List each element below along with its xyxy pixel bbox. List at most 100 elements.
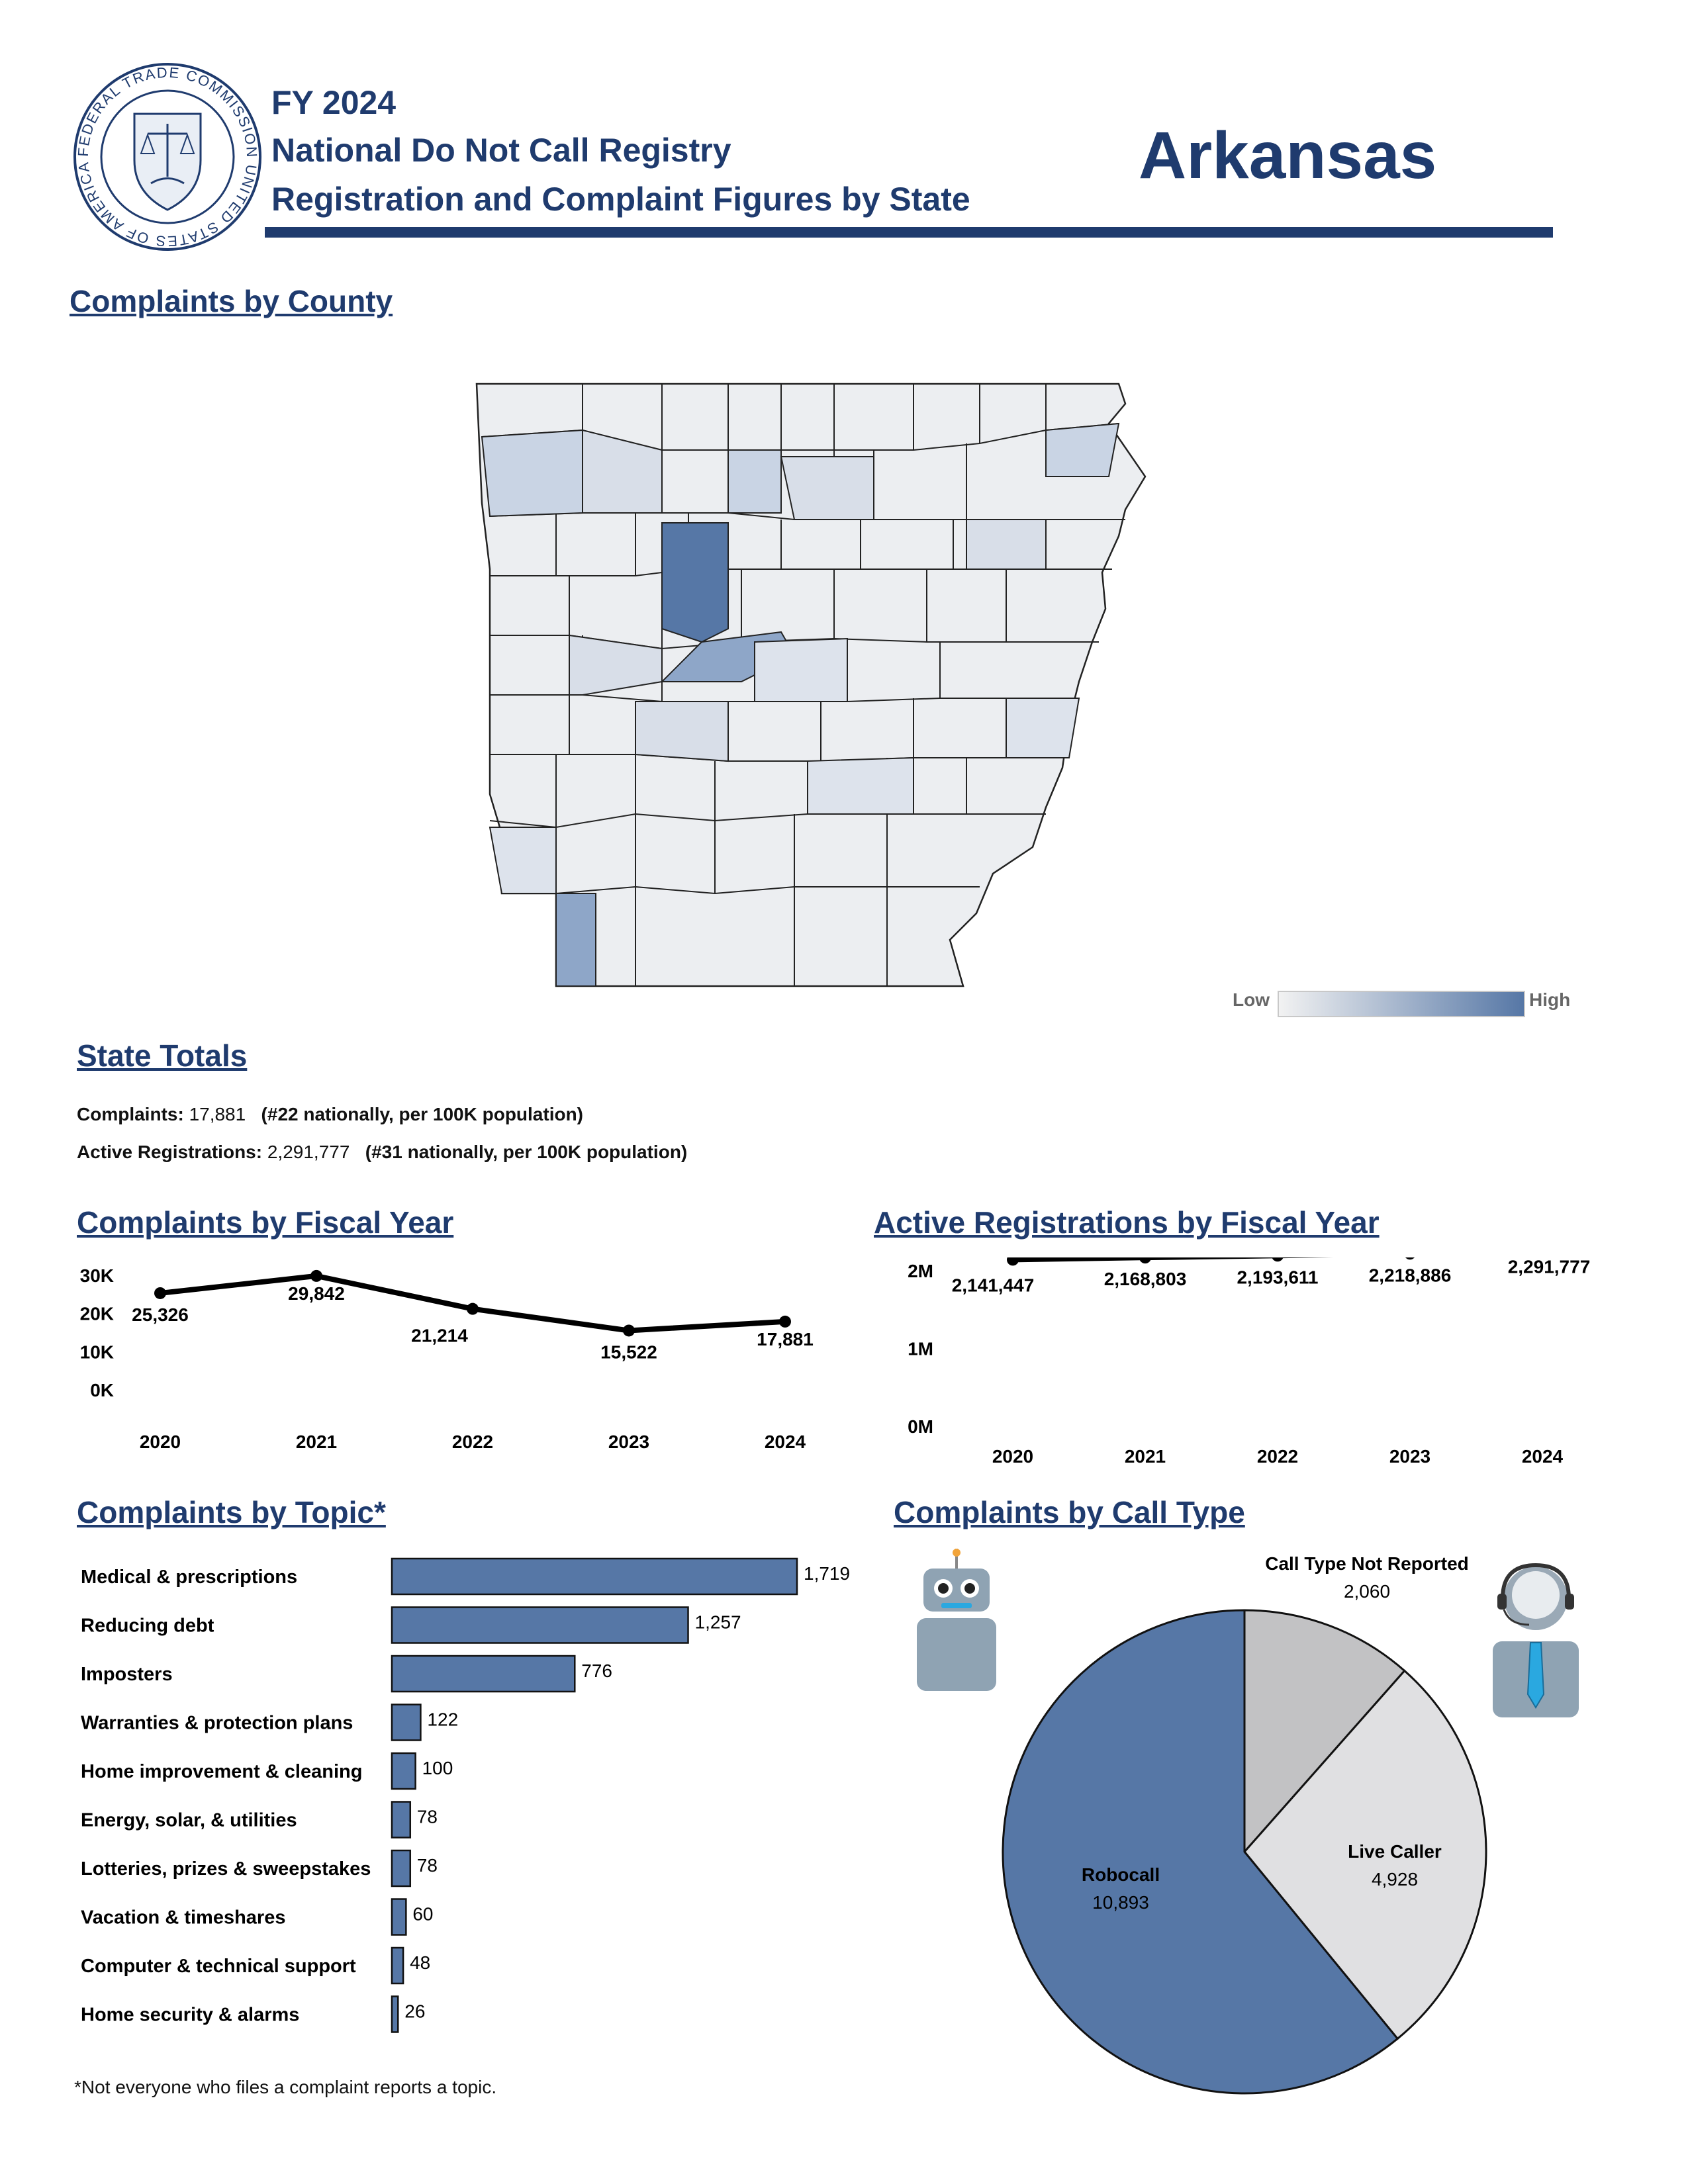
topic-label: Reducing debt	[81, 1615, 214, 1637]
county-light-1	[481, 429, 583, 518]
x-tick-label: 2020	[140, 1432, 181, 1452]
x-tick-label: 2023	[608, 1432, 649, 1452]
topic-bar	[391, 1557, 798, 1596]
x-tick-label: 2023	[1389, 1446, 1430, 1467]
county-light-7	[569, 634, 663, 696]
county-map-title: Complaints by County	[70, 284, 393, 318]
complaints-fy-title: Complaints by Fiscal Year	[77, 1205, 454, 1240]
data-point	[623, 1324, 635, 1337]
x-tick-label: 2024	[765, 1432, 806, 1452]
slice-name: Live Caller	[1348, 1841, 1442, 1862]
topic-label: Warranties & protection plans	[81, 1713, 353, 1734]
complaints-total-value: 17,881	[189, 1104, 246, 1124]
slice-value: 2,060	[1344, 1581, 1390, 1602]
county-light-4	[966, 519, 1047, 570]
topic-label: Energy, solar, & utilities	[81, 1810, 297, 1831]
topic-value: 26	[404, 2001, 425, 2022]
data-label: 2,168,803	[1104, 1269, 1187, 1289]
registrations-rank: (#31 nationally, per 100K population)	[365, 1142, 688, 1162]
county-map	[475, 383, 1147, 987]
data-point	[779, 1315, 791, 1328]
county-light-3	[1045, 422, 1120, 477]
data-point	[1139, 1257, 1151, 1264]
topic-value: 1,257	[695, 1612, 741, 1633]
y-tick-label: 0M	[908, 1416, 933, 1437]
slice-name: Robocall	[1082, 1864, 1160, 1885]
county-light-8	[635, 701, 729, 762]
topic-bar	[391, 1655, 576, 1693]
county-mid-2	[555, 893, 596, 987]
topic-value: 1,719	[804, 1563, 850, 1584]
registrations-fy-chart: 0M 1M 2M 2,141,447 2020 2,168,803 2021 2,193,61…	[908, 1257, 1591, 1467]
call-type-title: Complaints by Call Type	[894, 1495, 1245, 1529]
topic-bar	[391, 1606, 689, 1644]
data-label: 21,214	[411, 1326, 468, 1346]
topic-chart: Medical & prescriptions 1,719 Reducing deb…	[81, 1557, 850, 2033]
x-tick-label: 2024	[1522, 1446, 1564, 1467]
county-high	[661, 522, 729, 643]
topic-value: 122	[427, 1709, 458, 1730]
data-point	[467, 1302, 479, 1315]
topic-bar	[391, 1946, 404, 1985]
topic-value: 78	[417, 1807, 438, 1827]
county-light-11	[807, 756, 914, 815]
topic-label: Computer & technical support	[81, 1956, 356, 1977]
state-name: Arkansas	[1139, 118, 1437, 193]
data-label: 2,141,447	[952, 1275, 1035, 1295]
registrations-total-row: Active Registrations: 2,291,777 (#31 nat…	[77, 1142, 687, 1163]
registrations-total-value: 2,291,777	[267, 1142, 350, 1162]
data-point	[1272, 1257, 1284, 1262]
y-tick-label: 30K	[80, 1265, 114, 1286]
topic-label: Home security & alarms	[81, 2005, 299, 2026]
data-label: 2,291,777	[1508, 1257, 1591, 1277]
registrations-fy-title: Active Registrations by Fiscal Year	[874, 1205, 1380, 1240]
header-subtitle: Registration and Complaint Figures by St…	[271, 181, 970, 218]
topic-label: Imposters	[81, 1664, 173, 1685]
header-rule	[265, 227, 1553, 238]
topic-title: Complaints by Topic*	[77, 1495, 386, 1529]
data-label: 2,218,886	[1369, 1265, 1452, 1285]
pie-slice	[1243, 1669, 1487, 2040]
y-tick-label: 20K	[80, 1304, 114, 1324]
topic-value: 48	[410, 1952, 430, 1973]
topic-bar	[391, 1752, 416, 1790]
call-type-pie: Call Type Not Reported 2,060 Live Caller 4,…	[1002, 1553, 1487, 2095]
topic-value: 78	[417, 1855, 438, 1876]
y-tick-label: 2M	[908, 1261, 933, 1281]
topic-value: 100	[422, 1758, 453, 1778]
county-light-9	[754, 637, 848, 702]
data-label: 25,326	[132, 1304, 189, 1325]
y-tick-label: 10K	[80, 1342, 114, 1362]
map-legend-gradient	[1278, 991, 1525, 1017]
data-label: 2,193,611	[1237, 1267, 1318, 1287]
topic-bar	[391, 1898, 407, 1936]
slice-value: 10,893	[1092, 1892, 1149, 1913]
y-tick-label: 1M	[908, 1339, 933, 1359]
y-tick-label: 0K	[90, 1380, 114, 1400]
data-label: 15,522	[600, 1342, 657, 1362]
data-point	[310, 1269, 322, 1282]
county-light-2	[727, 449, 782, 514]
pie-slice	[1002, 1609, 1399, 2095]
data-point	[154, 1287, 166, 1299]
complaints-total-label: Complaints:	[77, 1104, 184, 1124]
x-tick-label: 2022	[1257, 1446, 1298, 1467]
county-light-5	[582, 429, 663, 514]
map-legend-high: High	[1529, 989, 1571, 1010]
complaints-rank: (#22 nationally, per 100K population)	[261, 1104, 584, 1124]
x-tick-label: 2021	[1125, 1446, 1166, 1467]
robot-icon	[917, 1549, 996, 1691]
state-totals-title: State Totals	[77, 1038, 248, 1073]
data-label: 29,842	[288, 1283, 345, 1304]
x-tick-label: 2020	[992, 1446, 1033, 1467]
topic-label: Home improvement & cleaning	[81, 1761, 362, 1782]
x-tick-label: 2022	[452, 1432, 493, 1452]
x-tick-label: 2021	[296, 1432, 337, 1452]
complaints-fy-chart: 0K 10K 20K 30K 25,326 2020 29,842 2021 21,214 202…	[80, 1265, 814, 1452]
county-light-10	[489, 827, 557, 894]
map-legend-low: Low	[1233, 989, 1270, 1010]
topic-footnote: *Not everyone who files a complaint repo…	[74, 2077, 497, 2097]
county-light-6	[780, 456, 874, 520]
topic-label: Medical & prescriptions	[81, 1567, 297, 1588]
data-label: 17,881	[757, 1329, 814, 1349]
